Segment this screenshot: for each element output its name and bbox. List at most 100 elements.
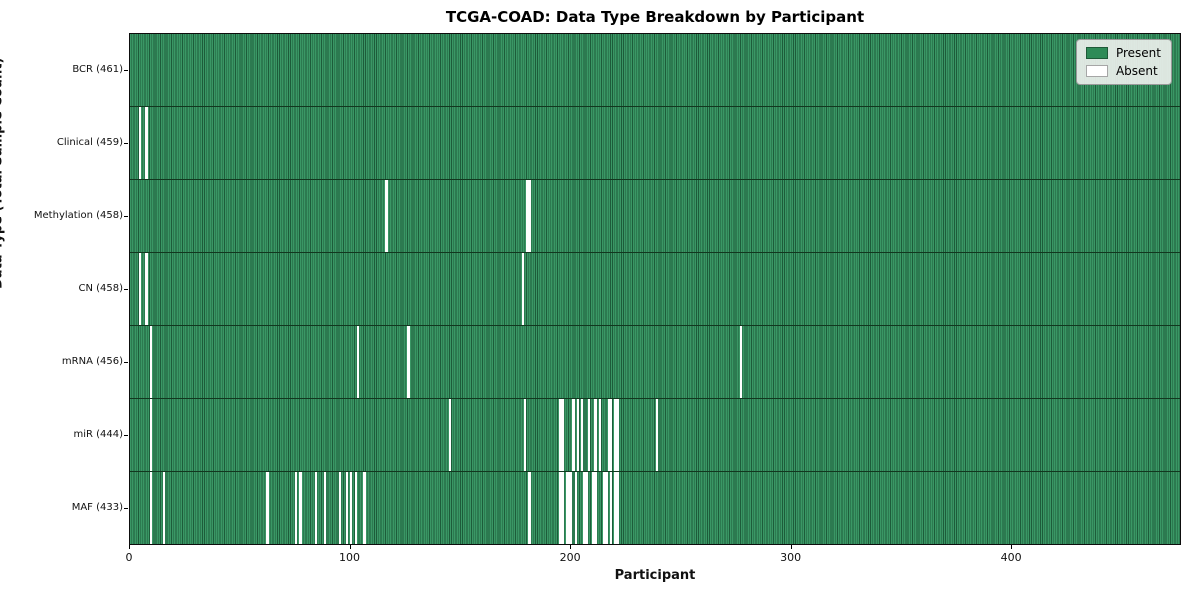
heatmap-row-mir <box>130 398 1180 471</box>
absent-stripe <box>149 326 152 398</box>
y-tick-label: Clinical (459) <box>56 136 123 148</box>
heatmap-rows <box>130 34 1180 544</box>
absent-stripe <box>149 472 152 544</box>
y-tick-mark <box>124 362 128 364</box>
absent-stripe <box>299 472 302 544</box>
absent-stripe <box>363 472 366 544</box>
x-tick-label: 0 <box>125 551 133 564</box>
x-tick-mark <box>349 545 351 549</box>
y-tick-label: mRNA (456) <box>61 356 123 368</box>
absent-stripe <box>138 253 141 325</box>
absent-stripe <box>559 472 562 544</box>
absent-stripe <box>594 399 597 471</box>
y-tick-label: MAF (433) <box>71 502 123 514</box>
x-tick-label: 200 <box>559 551 581 564</box>
x-tick-label: 300 <box>780 551 802 564</box>
heatmap-row-cn <box>130 252 1180 325</box>
absent-stripe <box>616 399 619 471</box>
present-swatch <box>1085 47 1108 59</box>
absent-stripe <box>339 472 342 544</box>
y-axis-label: Data Type (Total Sample Count) <box>0 57 6 289</box>
absent-stripe <box>138 107 141 179</box>
absent-stripe <box>565 472 569 544</box>
absent-stripe <box>524 399 527 471</box>
heatmap-row-bcr <box>130 34 1180 106</box>
heatmap-row-maf <box>130 471 1180 544</box>
legend: Present Absent <box>1075 39 1172 85</box>
y-tick-mark <box>124 215 128 217</box>
absent-stripe <box>561 399 564 471</box>
x-tick-mark <box>1011 545 1013 549</box>
absent-stripe <box>598 399 602 471</box>
absent-stripe <box>295 472 298 544</box>
x-tick-mark <box>129 545 130 549</box>
absent-stripe <box>605 472 608 544</box>
absent-stripe <box>145 107 148 179</box>
absent-stripe <box>526 180 529 252</box>
x-axis-label: Participant <box>614 568 696 583</box>
absent-stripe <box>739 326 742 398</box>
absent-stripe <box>614 399 617 471</box>
legend-label-absent: Absent <box>1115 64 1158 78</box>
absent-stripe <box>528 472 531 544</box>
absent-stripe <box>266 472 269 544</box>
absent-stripe <box>449 399 452 471</box>
y-tick-mark <box>124 289 128 290</box>
absent-stripe <box>407 326 410 398</box>
absent-stripe <box>149 399 152 471</box>
plot-area: Present Absent <box>129 33 1181 545</box>
heatmap-row-methylation <box>130 179 1180 252</box>
absent-stripe <box>354 472 357 544</box>
absent-stripe <box>568 472 571 544</box>
y-tick-mark <box>124 69 128 71</box>
legend-entry-absent: Absent <box>1085 64 1161 78</box>
x-tick-label: 100 <box>339 551 361 564</box>
absent-stripe <box>616 472 619 544</box>
absent-stripe <box>585 472 588 544</box>
absent-stripe <box>609 399 613 471</box>
absent-stripe <box>576 399 580 471</box>
y-tick-mark <box>124 435 128 437</box>
absent-stripe <box>323 472 326 544</box>
y-tick-label: miR (444) <box>73 429 123 441</box>
absent-stripe <box>314 472 318 544</box>
y-tick-mark <box>124 508 128 510</box>
x-tick-label: 400 <box>1000 551 1022 564</box>
x-tick-mark <box>790 545 792 549</box>
heatmap-row-mrna <box>130 325 1180 398</box>
absent-stripe <box>614 472 617 544</box>
y-tick-label: BCR (461) <box>72 63 123 75</box>
absent-stripe <box>561 472 564 544</box>
absent-stripe <box>385 180 388 252</box>
absent-stripe <box>581 399 584 471</box>
absent-stripe <box>603 472 606 544</box>
absent-stripe <box>592 472 595 544</box>
y-tick-label: Methylation (458) <box>33 209 123 221</box>
absent-stripe <box>350 472 353 544</box>
heatmap-row-clinical <box>130 106 1180 179</box>
absent-stripe <box>583 472 586 544</box>
absent-swatch <box>1085 65 1108 77</box>
y-tick-mark <box>124 142 128 144</box>
absent-stripe <box>609 472 613 544</box>
absent-stripe <box>356 326 359 398</box>
absent-stripe <box>656 399 659 471</box>
legend-entry-present: Present <box>1085 46 1161 60</box>
absent-stripe <box>559 399 562 471</box>
absent-stripe <box>594 472 597 544</box>
chart-title: TCGA-COAD: Data Type Breakdown by Partic… <box>445 8 865 26</box>
absent-stripe <box>163 472 166 544</box>
absent-stripe <box>570 472 573 544</box>
absent-stripe <box>528 180 531 252</box>
absent-stripe <box>572 399 575 471</box>
x-tick-mark <box>570 545 572 549</box>
absent-stripe <box>345 472 348 544</box>
absent-stripe <box>587 399 591 471</box>
absent-stripe <box>574 472 577 544</box>
legend-label-present: Present <box>1115 46 1161 60</box>
absent-stripe <box>521 253 524 325</box>
absent-stripe <box>145 253 148 325</box>
absent-stripe <box>607 399 610 471</box>
y-tick-label: CN (458) <box>78 283 123 294</box>
